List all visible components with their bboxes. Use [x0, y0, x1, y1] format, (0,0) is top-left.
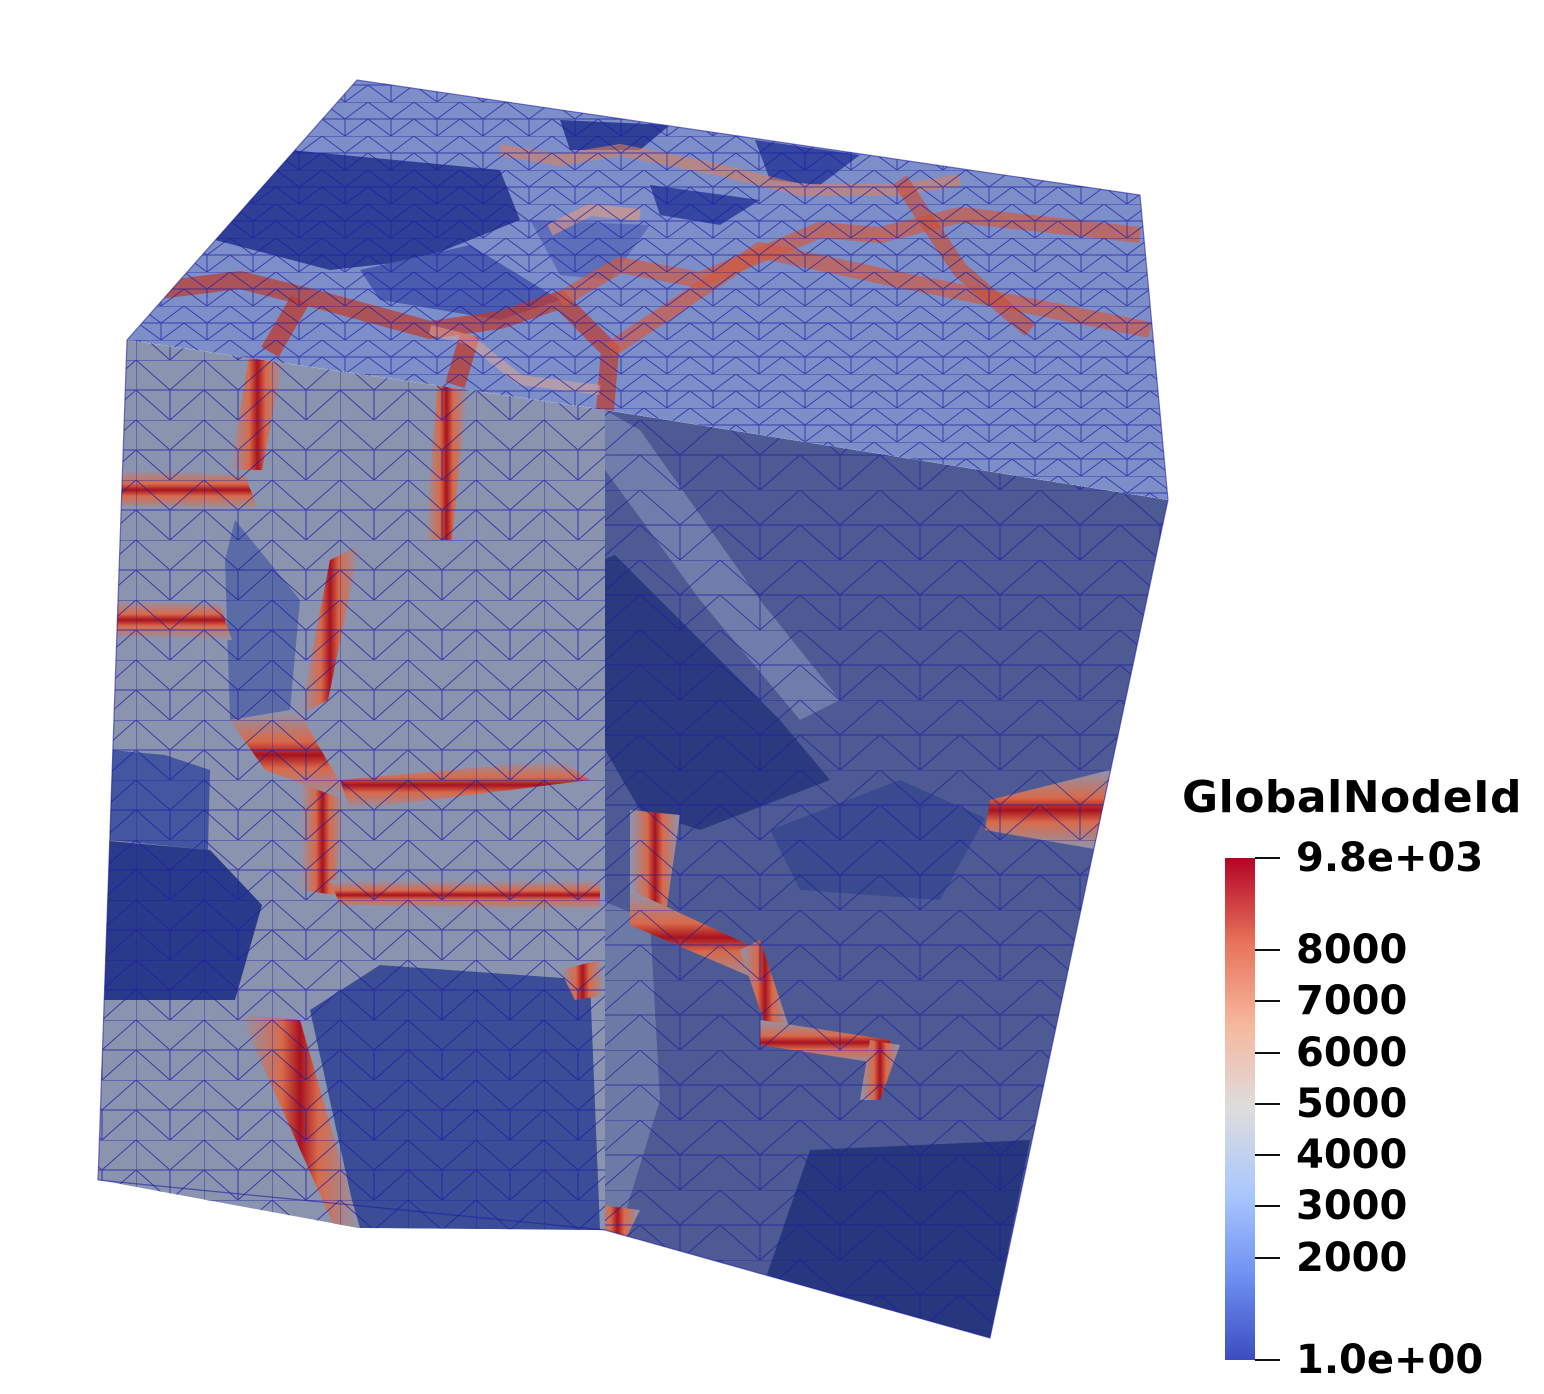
colorbar-tick-label: 1.0e+00	[1296, 1337, 1484, 1383]
colorbar-tick-label: 7000	[1296, 978, 1408, 1025]
colorbar-tick-mark	[1255, 949, 1280, 952]
colorbar-tick-mark	[1255, 1154, 1280, 1157]
colorbar-tick-mark	[1255, 1359, 1280, 1361]
colorbar-tick-label: 5000	[1296, 1080, 1408, 1127]
colorbar-tick-label: 3000	[1296, 1183, 1408, 1230]
colorbar-tick-label: 9.8e+03	[1296, 835, 1484, 881]
legend-title: GlobalNodeId	[1182, 772, 1522, 823]
top-face	[127, 80, 1168, 500]
colorbar-tick-mark	[1255, 857, 1280, 859]
colorbar-tick-mark	[1255, 1051, 1280, 1054]
front-face	[98, 340, 605, 1230]
colorbar-tick-label: 6000	[1296, 1029, 1408, 1076]
colorbar-tick-label: 4000	[1296, 1132, 1408, 1179]
colorbar-tick-mark	[1255, 1256, 1280, 1259]
colorbar-tick-mark	[1255, 1000, 1280, 1003]
colorbar-tick-mark	[1255, 1102, 1280, 1105]
colorbar	[1225, 858, 1255, 1360]
colorbar-tick-mark	[1255, 1205, 1280, 1208]
right-face	[605, 410, 1168, 1338]
colorbar-tick-label: 8000	[1296, 927, 1408, 974]
colorbar-tick-label: 2000	[1296, 1234, 1408, 1281]
